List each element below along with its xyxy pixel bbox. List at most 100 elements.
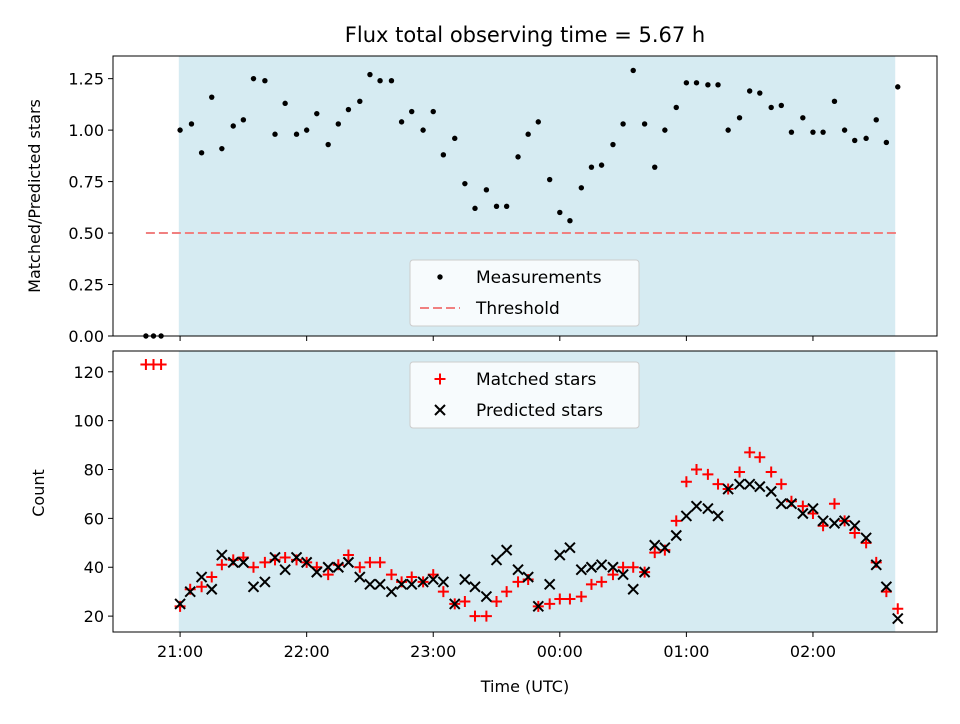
measurement-point: [483, 187, 490, 193]
measurement-point: [230, 123, 236, 129]
measurement-point: [515, 154, 521, 160]
matched-point: [849, 527, 861, 539]
matched-point: [734, 466, 746, 478]
measurement-point: [641, 121, 648, 127]
measurement-point: [430, 108, 436, 115]
matched-point: [744, 446, 756, 458]
predicted-point: [638, 566, 651, 578]
predicted-point: [490, 554, 503, 566]
predicted-point: [459, 573, 471, 586]
measurement-point: [357, 98, 363, 104]
legend-measurement-swatch: [437, 274, 443, 280]
measurement-point: [620, 121, 626, 127]
measurement-point: [535, 119, 541, 125]
measurement-point: [683, 80, 690, 86]
measurement-point: [398, 119, 405, 125]
measurement-point: [493, 203, 500, 209]
predicted-point: [659, 541, 671, 554]
measurement-point: [820, 129, 826, 135]
matched-point: [206, 571, 218, 583]
matched-point: [617, 561, 629, 573]
measurement-point: [303, 127, 310, 133]
predicted-point: [512, 563, 524, 576]
matched-point: [797, 500, 809, 512]
measurement-point: [693, 80, 700, 86]
measurement-point: [852, 137, 858, 144]
predicted-point: [269, 551, 281, 564]
matched-point: [406, 571, 418, 583]
predicted-point: [259, 576, 271, 588]
predicted-point: [702, 502, 714, 515]
measurement-point: [810, 129, 816, 135]
measurement-point: [757, 90, 763, 96]
y-tick-label: 0.25: [68, 276, 104, 295]
predicted-point: [838, 515, 851, 527]
matched-point: [437, 586, 449, 598]
y-tick-label: 1.00: [68, 121, 104, 140]
legend-box: [409, 361, 640, 429]
matched-point: [364, 556, 376, 568]
matched-point: [491, 595, 503, 607]
measurement-point: [610, 141, 616, 148]
ratio-legend: Measurements Threshold: [409, 259, 640, 327]
matched-point: [216, 559, 228, 571]
matched-point: [385, 569, 397, 581]
matched-point: [544, 598, 556, 610]
predicted-point: [649, 539, 661, 551]
predicted-point: [712, 510, 724, 522]
predicted-point: [607, 561, 619, 573]
ratio-panel: 0.00 0.25 0.50 0.75 1.00 1.25 Measurements Thre…: [68, 55, 938, 346]
measurement-point: [768, 104, 774, 111]
y-tick-label: 100: [73, 412, 104, 431]
measurement-point: [831, 98, 838, 104]
matched-point: [754, 451, 766, 463]
matched-point: [155, 358, 167, 370]
predicted-point: [775, 498, 788, 510]
legend-box: [409, 259, 640, 327]
measurement-point: [873, 117, 879, 123]
predicted-point: [469, 581, 481, 593]
measurement-point: [335, 121, 342, 127]
predicted-point: [870, 559, 882, 571]
measurement-point: [567, 218, 573, 224]
matched-point: [564, 593, 576, 605]
legend-label: Matched stars: [476, 370, 596, 390]
count-panel: 21:00 22:00 23:00 00:00 01:00 02:00 20 40 60 80 10…: [73, 350, 938, 661]
count-panel-ylabel: Count: [29, 469, 48, 517]
x-tick-label: 02:00: [790, 642, 836, 661]
predicted-point: [300, 556, 313, 569]
predicted-point: [754, 480, 766, 493]
predicted-point: [417, 576, 429, 588]
measurement-point: [788, 129, 795, 135]
measurement-point: [293, 131, 300, 137]
predicted-point: [817, 515, 829, 527]
measurement-point: [409, 108, 415, 115]
measurement-point: [462, 180, 468, 187]
matched-point: [279, 551, 291, 563]
legend-label: Predicted stars: [476, 401, 603, 421]
matched-point: [649, 547, 661, 559]
matched-point: [712, 478, 724, 490]
matched-point: [501, 586, 513, 598]
predicted-point: [765, 485, 777, 498]
predicted-point: [670, 529, 682, 542]
predicted-point: [595, 559, 608, 571]
measurement-point: [440, 152, 447, 158]
measurement-point: [800, 115, 806, 121]
measurement-point: [367, 71, 373, 78]
measurement-point: [662, 127, 668, 133]
predicted-point: [733, 478, 746, 490]
measurement-point: [546, 176, 553, 183]
predicted-point: [617, 568, 629, 581]
x-tick-label: 23:00: [410, 642, 456, 661]
measurement-point: [863, 135, 869, 142]
y-tick-label: 0.50: [68, 224, 104, 243]
matched-point: [702, 468, 714, 480]
measurement-point: [262, 78, 268, 84]
measurement-point: [578, 185, 585, 191]
predicted-point: [828, 517, 841, 529]
y-tick-label: 40: [84, 558, 104, 577]
predicted-point: [480, 590, 493, 603]
predicted-point: [247, 581, 260, 593]
y-tick-label: 0.00: [68, 327, 104, 346]
